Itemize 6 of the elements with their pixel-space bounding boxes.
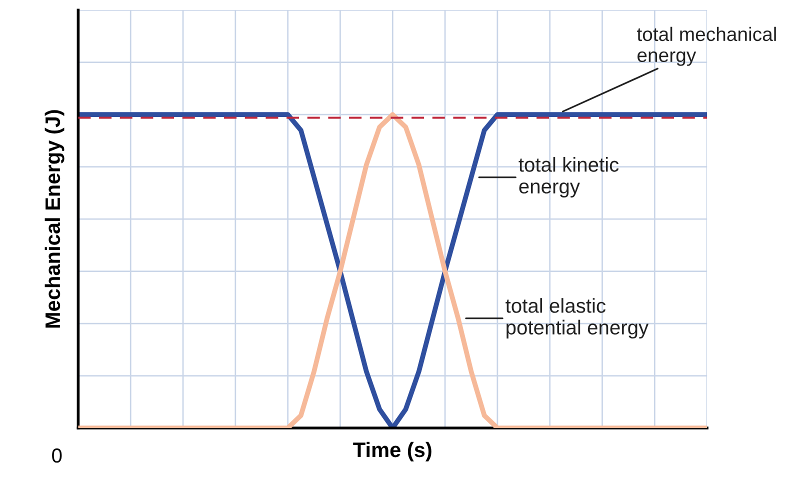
ref-line-label: total mechanical energy (636, 26, 776, 66)
x-axis-title: Time (s) (353, 442, 432, 462)
text: total elastic potential energy (506, 298, 649, 339)
text: total kinetic energy (518, 157, 619, 198)
text: 0 (52, 448, 62, 463)
y-axis-title: Mechanical Energy (J) (44, 110, 64, 328)
